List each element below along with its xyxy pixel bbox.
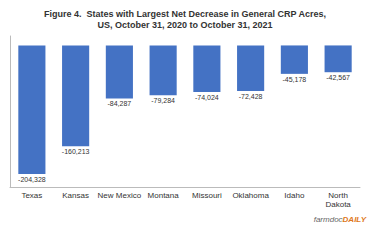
svg-text:Missouri: Missouri <box>192 191 222 200</box>
svg-text:-72,428: -72,428 <box>239 93 263 100</box>
svg-text:Montana: Montana <box>148 191 180 200</box>
svg-text:-160,213: -160,213 <box>62 148 90 155</box>
svg-text:Kansas: Kansas <box>62 191 89 200</box>
svg-text:-45,178: -45,178 <box>283 76 307 83</box>
svg-text:New Mexico: New Mexico <box>98 191 142 200</box>
svg-text:DAILY: DAILY <box>343 215 367 224</box>
svg-text:North: North <box>328 191 348 200</box>
svg-text:-74,024: -74,024 <box>195 94 219 101</box>
svg-text:-42,567: -42,567 <box>326 74 350 81</box>
svg-text:-79,284: -79,284 <box>151 97 175 104</box>
svg-text:Figure 4. States with Largest: Figure 4. States with Largest Net Decrea… <box>44 9 326 19</box>
svg-text:Dakota: Dakota <box>325 200 351 209</box>
svg-text:farmdoc: farmdoc <box>314 215 343 224</box>
svg-text:Oklahoma: Oklahoma <box>232 191 269 200</box>
svg-text:Texas: Texas <box>21 191 42 200</box>
svg-text:-204,328: -204,328 <box>18 176 46 183</box>
svg-text:Idaho: Idaho <box>284 191 305 200</box>
svg-text:-84,287: -84,287 <box>108 100 132 107</box>
svg-text:US, October 31, 2020 to Octobe: US, October 31, 2020 to October 31, 2021 <box>97 20 272 30</box>
